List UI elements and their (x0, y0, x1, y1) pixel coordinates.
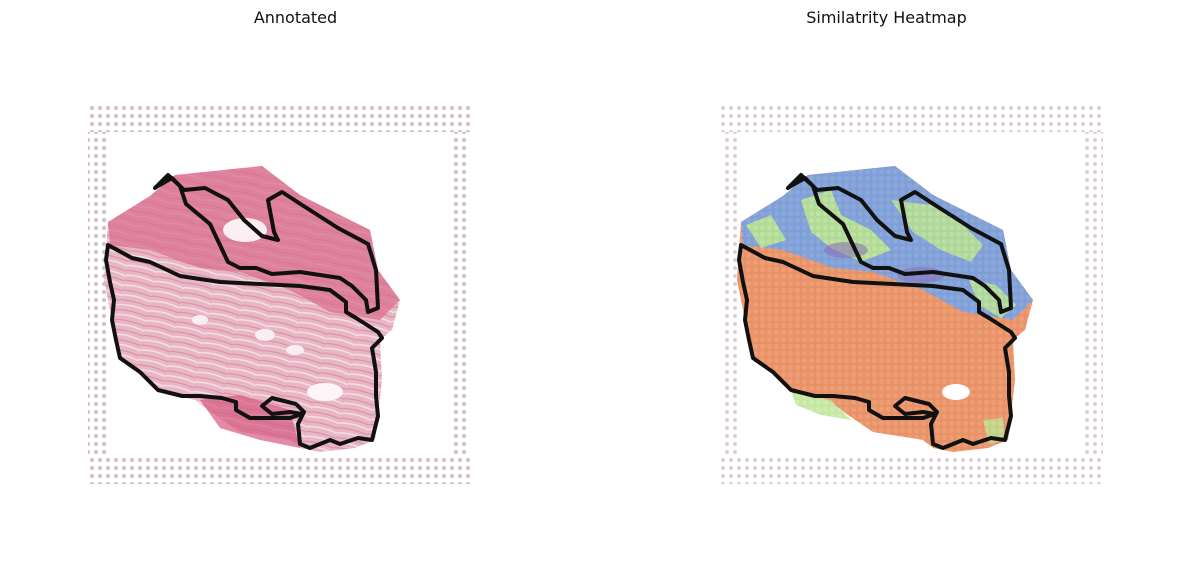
annotated-image (88, 106, 470, 484)
heatmap-panel: Similatrity Heatmap (591, 0, 1182, 570)
panel-title-heatmap: Similatrity Heatmap (806, 8, 967, 27)
annotated-panel: Annotated (88, 8, 470, 484)
tissue-section (104, 166, 400, 452)
annotation-outlines (737, 173, 1017, 450)
panel-title-annotated: Annotated (253, 8, 338, 27)
fiducial-frame (88, 106, 470, 484)
annotation-outlines (104, 173, 384, 450)
similarity-heatmap-image (721, 106, 1103, 484)
heatmap-tissue (737, 166, 1033, 452)
fiducial-frame (721, 106, 1103, 484)
